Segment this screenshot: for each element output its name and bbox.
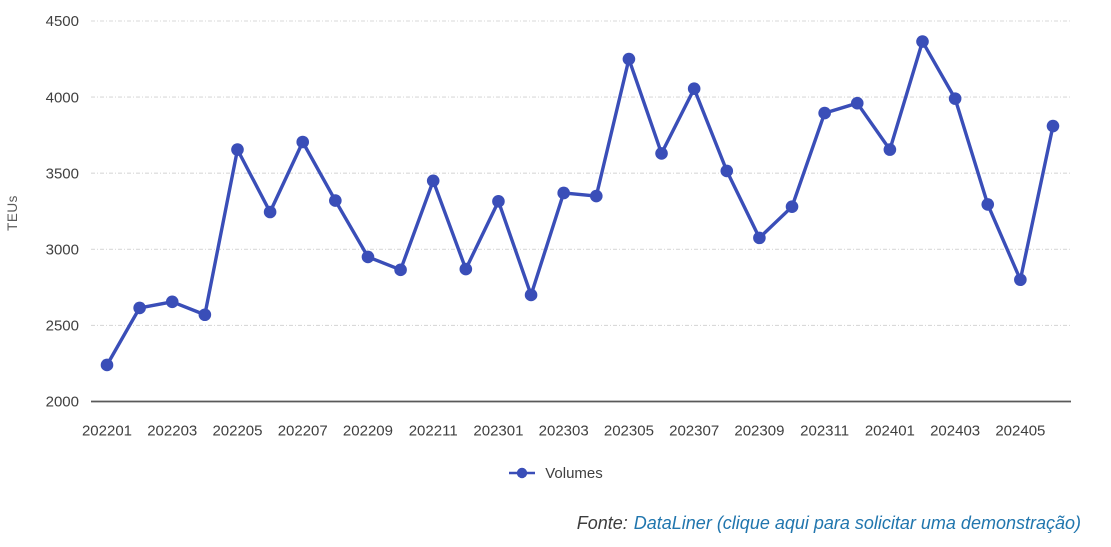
data-point-202211[interactable] — [426, 174, 440, 188]
data-point-202402[interactable] — [916, 35, 929, 48]
volumes-series-line — [105, 39, 1055, 367]
y-tick-label: 2000 — [46, 394, 79, 411]
data-point-202212[interactable] — [459, 262, 473, 276]
data-point-202401[interactable] — [883, 143, 897, 156]
x-tick-label: 202201 — [82, 423, 132, 440]
x-tick-label: 202301 — [473, 423, 523, 440]
y-axis-title: TEUs — [5, 195, 20, 231]
data-point-202308[interactable] — [720, 164, 734, 178]
source-link[interactable]: DataLiner (clique aqui para solicitar um… — [633, 513, 1081, 533]
y-tick-label: 3000 — [46, 242, 79, 259]
data-point-202208[interactable] — [329, 194, 342, 207]
data-point-202207[interactable] — [296, 135, 310, 149]
data-point-202205[interactable] — [231, 143, 244, 156]
x-tick-label: 202403 — [930, 423, 980, 440]
data-point-202209[interactable] — [361, 250, 375, 264]
source-prefix: Fonte: — [576, 513, 628, 533]
data-point-202303[interactable] — [557, 186, 570, 200]
x-tick-label: 202209 — [343, 423, 393, 440]
x-tick-label: 202307 — [669, 423, 719, 440]
data-point-202210[interactable] — [394, 263, 407, 277]
x-tick-label: 202309 — [734, 423, 784, 440]
legend-line-marker-icon — [509, 467, 536, 479]
data-point-202310[interactable] — [785, 200, 799, 213]
x-tick-label: 202205 — [212, 423, 262, 440]
x-tick-label: 202305 — [604, 423, 654, 440]
data-point-202312[interactable] — [850, 96, 864, 110]
data-point-202305[interactable] — [622, 52, 636, 66]
legend-label: Volumes — [545, 464, 603, 482]
data-point-202306[interactable] — [655, 147, 668, 160]
data-point-202203[interactable] — [165, 295, 179, 309]
y-tick-label: 3500 — [46, 165, 79, 182]
x-tick-label: 202401 — [865, 423, 915, 440]
data-point-202201[interactable] — [100, 358, 114, 372]
x-tick-label: 202303 — [539, 423, 589, 440]
source-note: Fonte: DataLiner (clique aqui para solici… — [577, 513, 1081, 534]
data-point-202301[interactable] — [492, 195, 505, 208]
y-tick-label: 4500 — [46, 13, 79, 30]
data-point-202309[interactable] — [753, 231, 766, 245]
data-point-202204[interactable] — [198, 308, 212, 322]
data-point-202405[interactable] — [1014, 273, 1027, 287]
data-point-202304[interactable] — [590, 189, 603, 203]
x-tick-label: 202405 — [995, 423, 1045, 440]
y-tick-label: 4000 — [46, 89, 79, 106]
x-tick-label: 202311 — [800, 423, 849, 440]
y-tick-label: 2500 — [46, 318, 79, 335]
data-point-202311[interactable] — [818, 106, 831, 120]
data-point-202404[interactable] — [981, 198, 995, 211]
data-point-202403[interactable] — [948, 92, 962, 105]
data-point-202307[interactable] — [687, 82, 701, 96]
x-tick-label: 202211 — [409, 423, 458, 440]
data-point-202206[interactable] — [263, 205, 277, 219]
x-tick-label: 202207 — [278, 423, 328, 440]
legend-item-volumes[interactable]: Volumes — [0, 462, 1111, 484]
x-tick-label: 202203 — [147, 423, 197, 440]
data-point-202202[interactable] — [133, 301, 146, 315]
data-point-202406[interactable] — [1046, 119, 1060, 133]
data-point-202302[interactable] — [524, 288, 538, 302]
